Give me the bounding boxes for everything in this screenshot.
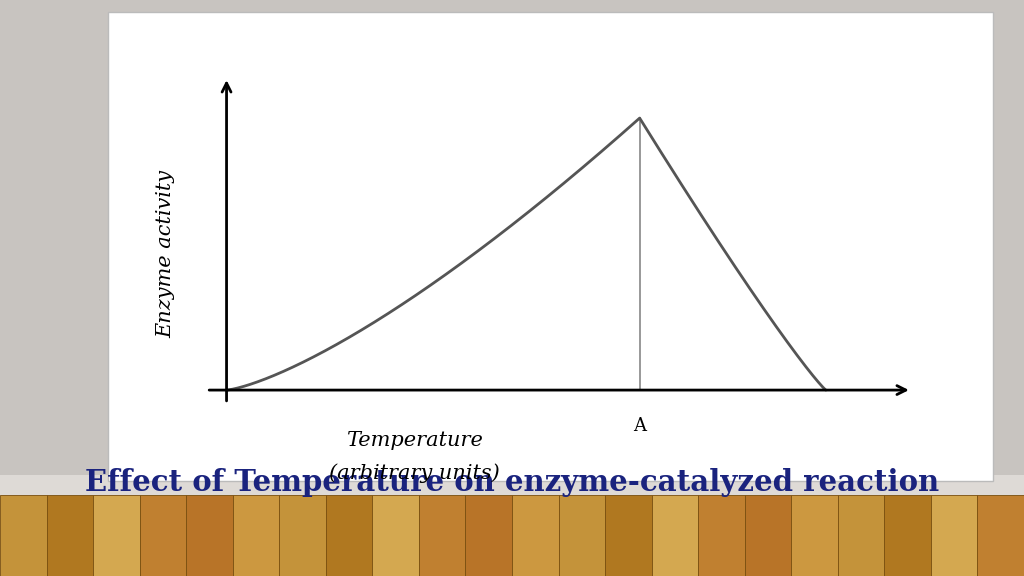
- Bar: [280, 495, 326, 576]
- Text: A: A: [633, 417, 646, 435]
- Bar: [373, 495, 419, 576]
- Bar: [232, 495, 280, 576]
- Text: Enzyme activity: Enzyme activity: [157, 170, 175, 338]
- Bar: [885, 495, 931, 576]
- Bar: [466, 495, 512, 576]
- Bar: [512, 495, 558, 576]
- Bar: [605, 495, 651, 576]
- Bar: [558, 495, 605, 576]
- Bar: [744, 495, 792, 576]
- Bar: [139, 495, 186, 576]
- Bar: [651, 495, 698, 576]
- Bar: [698, 495, 744, 576]
- Bar: [93, 495, 139, 576]
- Bar: [838, 495, 885, 576]
- Bar: [0, 495, 46, 576]
- Text: (arbitrary units): (arbitrary units): [330, 464, 500, 483]
- Text: Effect of Temperature on enzyme-catalyzed reaction: Effect of Temperature on enzyme-catalyze…: [85, 468, 939, 497]
- Bar: [46, 495, 93, 576]
- Bar: [419, 495, 466, 576]
- Bar: [978, 495, 1024, 576]
- Bar: [326, 495, 373, 576]
- Text: Temperature: Temperature: [346, 431, 483, 450]
- Bar: [186, 495, 232, 576]
- Bar: [108, 12, 993, 481]
- Bar: [0, 475, 1024, 495]
- Bar: [931, 495, 978, 576]
- Bar: [792, 495, 838, 576]
